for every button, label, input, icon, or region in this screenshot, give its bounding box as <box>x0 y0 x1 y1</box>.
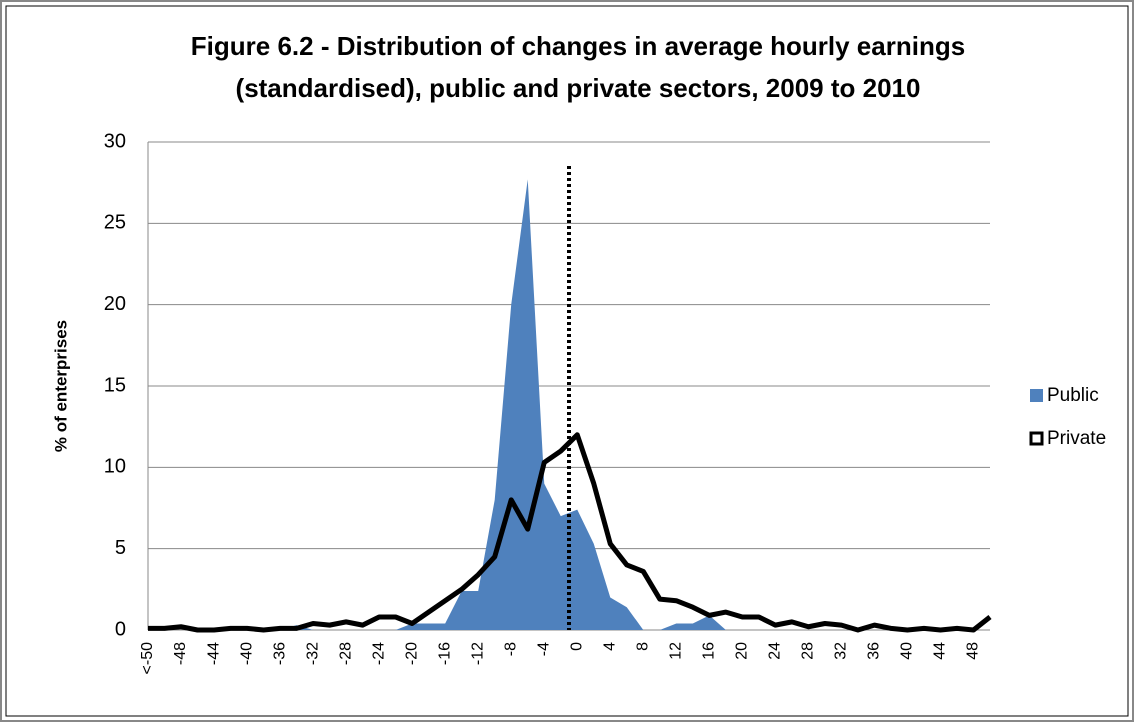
y-axis-label: % of enterprises <box>51 320 70 452</box>
x-tick-label: -28 <box>337 642 354 665</box>
y-tick-label: 30 <box>104 130 126 152</box>
x-tick-label: -16 <box>436 642 453 665</box>
x-tick-label: 44 <box>932 642 949 660</box>
y-tick-label: 5 <box>115 537 126 559</box>
y-tick-label: 0 <box>115 618 126 640</box>
x-tick-label: <-50 <box>139 642 156 675</box>
x-tick-label: 32 <box>833 642 850 660</box>
x-tick-label: -4 <box>535 642 552 656</box>
x-tick-label: -12 <box>469 642 486 665</box>
x-tick-label: 24 <box>767 642 784 660</box>
y-tick-label: 25 <box>104 212 126 234</box>
x-tick-label: -44 <box>205 642 222 665</box>
x-tick-label: 16 <box>701 642 718 660</box>
legend-label: Private <box>1047 428 1106 449</box>
y-tick-label: 20 <box>104 293 126 315</box>
legend-swatch <box>1029 431 1044 446</box>
x-tick-label: 0 <box>568 642 585 651</box>
x-tick-label: 12 <box>668 642 685 660</box>
y-tick-label: 10 <box>104 456 126 478</box>
legend-label: Public <box>1047 385 1099 406</box>
x-tick-label: -48 <box>172 642 189 665</box>
x-tick-label: -36 <box>271 642 288 665</box>
x-tick-label: 8 <box>635 642 652 651</box>
x-tick-label: -24 <box>370 642 387 665</box>
chart-title: Figure 6.2 - Distribution of changes in … <box>191 31 965 103</box>
chart-border <box>5 5 1129 717</box>
x-tick-label: 20 <box>734 642 751 660</box>
x-tick-label: 48 <box>965 642 982 660</box>
y-tick-label: 15 <box>104 374 126 396</box>
x-tick-label: 40 <box>899 642 916 660</box>
x-tick-label: 28 <box>800 642 817 660</box>
legend-swatch <box>1030 389 1043 402</box>
x-tick-label: -40 <box>238 642 255 665</box>
x-tick-label: -20 <box>403 642 420 665</box>
x-tick-label: 36 <box>866 642 883 660</box>
x-tick-label: -32 <box>304 642 321 665</box>
x-tick-label: 4 <box>601 642 618 651</box>
x-tick-label: -8 <box>502 642 519 656</box>
